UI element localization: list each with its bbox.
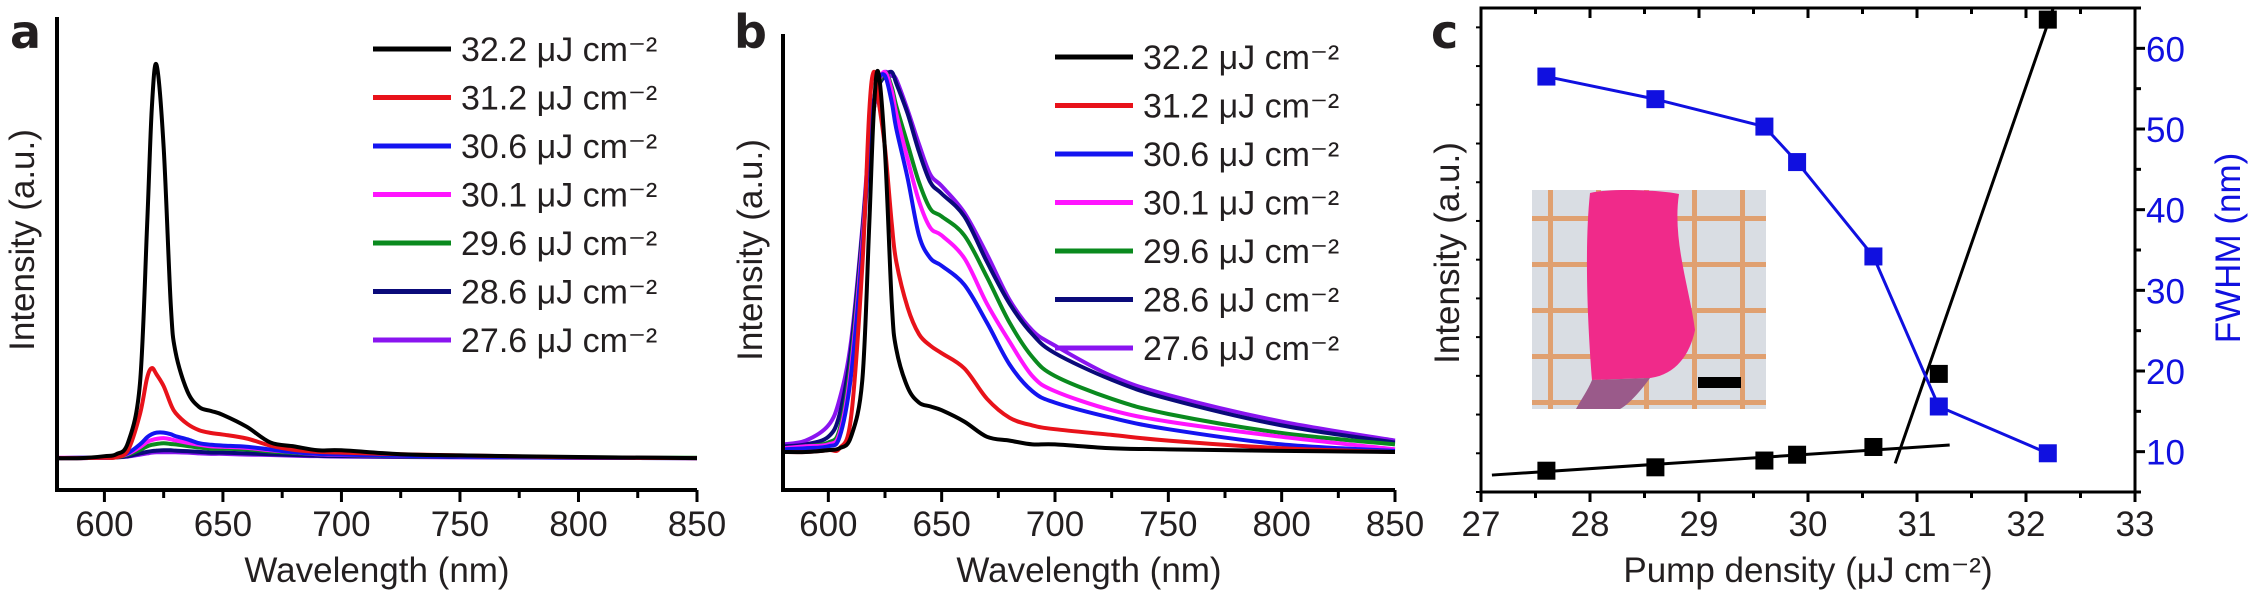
- y2-tick-label: 60: [2146, 30, 2185, 69]
- sample-shadow: [1576, 378, 1650, 409]
- legend-label: 30.1 μJ cm⁻²: [461, 177, 657, 215]
- inset-photo: [1532, 190, 1766, 409]
- legend-label: 32.2 μJ cm⁻²: [1143, 39, 1339, 77]
- x-tick-label: 700: [312, 505, 370, 544]
- y-axis-title: Intensity (a.u.): [731, 139, 770, 361]
- x-tick-label: 28: [1571, 505, 1610, 544]
- x-tick-label: 750: [1139, 505, 1197, 544]
- series-line: [782, 69, 1396, 455]
- x-tick-label: 27: [1462, 505, 1501, 544]
- fwhm-marker: [1537, 67, 1556, 86]
- x-tick-label: 800: [1252, 505, 1310, 544]
- y2-tick-label: 50: [2146, 111, 2185, 150]
- intensity-marker: [1646, 458, 1665, 477]
- series-line: [56, 61, 698, 461]
- legend-label: 28.6 μJ cm⁻²: [461, 274, 657, 312]
- x-tick-label: 650: [912, 505, 970, 544]
- intensity-marker: [1788, 445, 1807, 464]
- y2-axis-title: FWHM (nm): [2209, 153, 2248, 344]
- legend-label: 29.6 μJ cm⁻²: [1143, 233, 1339, 271]
- legend-label: 28.6 μJ cm⁻²: [1143, 282, 1339, 320]
- y2-tick-label: 30: [2146, 272, 2185, 311]
- fwhm-marker: [1755, 117, 1774, 136]
- x-tick-label: 750: [431, 505, 489, 544]
- y2-tick-label: 20: [2146, 353, 2185, 392]
- intensity-marker: [2038, 10, 2057, 29]
- series-line: [782, 72, 1396, 453]
- x-axis-title: Wavelength (nm): [956, 551, 1221, 590]
- x-tick-label: 800: [549, 505, 607, 544]
- fwhm-marker: [1788, 153, 1807, 172]
- fwhm-marker: [1929, 397, 1948, 416]
- legend-label: 30.6 μJ cm⁻²: [461, 128, 657, 166]
- legend-label: 31.2 μJ cm⁻²: [461, 80, 657, 118]
- y-axis-title: Intensity (a.u.): [3, 129, 42, 351]
- panel-b: 600 650 700 750 800 850 Wavelength (nm) Intensi…: [731, 5, 1424, 590]
- panel-c: 27 28 29 30 31 32 33 10 20 30 40 50 60 Pump density (…: [1428, 5, 2248, 590]
- legend-label: 30.6 μJ cm⁻²: [1143, 136, 1339, 174]
- x-tick-label: 32: [2007, 505, 2046, 544]
- intensity-marker: [1537, 461, 1556, 480]
- x-tick-label: 33: [2116, 505, 2155, 544]
- fwhm-marker: [2038, 444, 2057, 463]
- x-tick-label: 31: [1898, 505, 1937, 544]
- y2-tick-label: 10: [2146, 434, 2185, 473]
- intensity-marker: [1755, 451, 1774, 470]
- fwhm-marker: [1646, 90, 1665, 109]
- fit-line: [1893, 7, 2055, 464]
- x-tick-label: 850: [1366, 505, 1424, 544]
- series-line: [782, 68, 1396, 455]
- legend-label: 27.6 μJ cm⁻²: [461, 322, 657, 360]
- legend-label: 32.2 μJ cm⁻²: [461, 31, 657, 69]
- legend-label: 27.6 μJ cm⁻²: [1143, 330, 1339, 368]
- x-tick-label: 600: [799, 505, 857, 544]
- y2-tick-label: 40: [2146, 192, 2185, 231]
- x-tick-label: 650: [194, 505, 252, 544]
- intensity-marker: [1929, 364, 1948, 383]
- panel-label: a: [10, 5, 41, 59]
- intensity-marker: [1864, 437, 1883, 456]
- x-tick-label: 700: [1026, 505, 1084, 544]
- fwhm-marker: [1864, 247, 1883, 266]
- x-tick-label: 30: [1789, 505, 1828, 544]
- scale-bar: [1698, 377, 1741, 388]
- panel-label: c: [1431, 5, 1458, 59]
- panel-label: b: [734, 5, 767, 59]
- legend-label: 29.6 μJ cm⁻²: [461, 225, 657, 263]
- y-axis-title: Intensity (a.u.): [1428, 142, 1467, 364]
- x-tick-label: 29: [1680, 505, 1719, 544]
- panel-a: 600 650 700 750 800 850 Wavelength (nm) Intensi…: [3, 5, 726, 590]
- x-axis-title: Wavelength (nm): [244, 551, 509, 590]
- x-tick-label: 850: [668, 505, 726, 544]
- sample-strip: [1586, 190, 1695, 380]
- x-tick-label: 600: [75, 505, 133, 544]
- legend-label: 30.1 μJ cm⁻²: [1143, 185, 1339, 223]
- legend-label: 31.2 μJ cm⁻²: [1143, 88, 1339, 126]
- x-axis-title: Pump density (μJ cm⁻²): [1623, 551, 1992, 590]
